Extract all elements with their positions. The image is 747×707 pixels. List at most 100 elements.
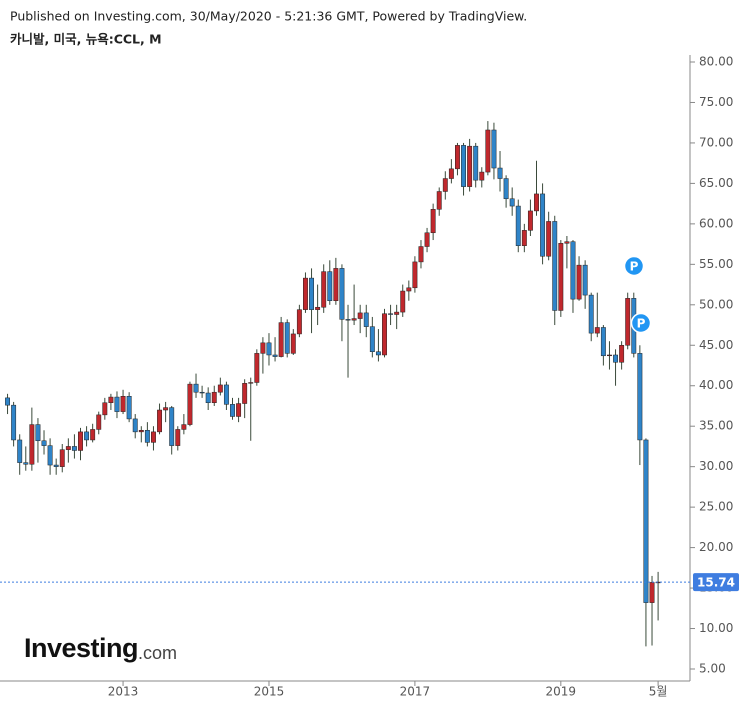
- candle-body: [242, 383, 248, 404]
- y-tick-label: 35.00: [699, 419, 733, 433]
- published-note: Published on Investing.com, 30/May/2020 …: [10, 9, 527, 24]
- candle-body: [436, 191, 442, 210]
- candle-body: [193, 383, 199, 393]
- candle-body: [643, 439, 649, 603]
- candle-body: [315, 306, 321, 310]
- candle-body: [527, 210, 533, 231]
- y-tick-label: 30.00: [699, 459, 733, 473]
- candle-body: [430, 209, 436, 234]
- candle-body: [619, 345, 625, 363]
- candle-body: [339, 268, 345, 320]
- candle-body: [442, 178, 448, 192]
- candle-body: [266, 342, 272, 356]
- candle-body: [461, 145, 466, 187]
- candle-body: [613, 354, 618, 363]
- candle-body: [515, 205, 521, 246]
- candle-body: [41, 440, 47, 446]
- candle-body: [205, 392, 211, 403]
- x-tick-label: 5월: [649, 685, 668, 699]
- candle-body: [649, 582, 655, 603]
- x-tick-label: 2017: [400, 685, 431, 699]
- candle-body: [47, 445, 53, 466]
- candle-body: [211, 391, 217, 403]
- candle-body: [254, 353, 260, 383]
- candle-body: [102, 402, 108, 416]
- candle-body: [11, 404, 17, 441]
- candle-body: [223, 384, 229, 405]
- y-tick-label: 55.00: [699, 257, 733, 271]
- candle-body: [278, 322, 284, 357]
- candle-body: [108, 396, 114, 403]
- candle-body: [600, 327, 606, 357]
- candle-body: [248, 382, 254, 384]
- candle-body: [84, 431, 90, 441]
- candle-body: [546, 221, 552, 257]
- candle-body: [424, 232, 430, 247]
- logo-suffix: .com: [138, 643, 177, 663]
- candle-body: [163, 407, 169, 411]
- candle-body: [388, 313, 394, 315]
- candle-body: [284, 322, 290, 354]
- candle-body: [491, 129, 497, 169]
- candle-body: [448, 168, 454, 179]
- candle-body: [199, 391, 205, 394]
- candle-body: [303, 277, 308, 310]
- candle-body: [540, 193, 546, 257]
- candle-body: [594, 327, 600, 334]
- last-price-label: 15.74: [697, 576, 735, 590]
- candle-body: [114, 396, 120, 412]
- candle-body: [260, 342, 266, 354]
- candle-body: [157, 409, 162, 433]
- candle-body: [78, 431, 83, 451]
- y-tick-label: 10.00: [699, 621, 733, 635]
- candle-body: [357, 312, 363, 319]
- p-marker-label: P: [630, 260, 639, 274]
- y-tick-label: 65.00: [699, 176, 733, 190]
- y-tick-label: 40.00: [699, 378, 733, 392]
- candle-body: [412, 261, 418, 289]
- candle-body: [382, 313, 387, 356]
- candle-body: [126, 396, 132, 420]
- symbol-title: 카니발, 미국, 뉴욕:CCL, M: [10, 32, 162, 47]
- candle-body: [23, 462, 29, 465]
- candle-body: [363, 312, 369, 327]
- candle-body: [175, 429, 181, 446]
- y-tick-label: 20.00: [699, 540, 733, 554]
- candle-body: [570, 241, 576, 300]
- candle-body: [65, 446, 71, 450]
- candle-body: [394, 311, 400, 315]
- x-tick-label: 2015: [254, 685, 285, 699]
- candle-body: [230, 404, 235, 417]
- candle-body: [132, 418, 138, 433]
- candle-body: [558, 243, 564, 311]
- candle-body: [479, 171, 485, 181]
- candle-body: [369, 326, 375, 352]
- candle-body: [351, 318, 357, 321]
- p-marker: [630, 312, 652, 334]
- y-tick-label: 75.00: [699, 95, 733, 109]
- candle-body: [333, 268, 339, 302]
- candle-body: [406, 287, 412, 292]
- candle-body: [296, 309, 302, 335]
- candle-body: [321, 271, 327, 308]
- candle-body: [552, 221, 558, 311]
- candle-body: [509, 198, 515, 207]
- candle-body: [485, 129, 491, 173]
- y-tick-label: 5.00: [699, 662, 726, 676]
- candle-body: [217, 384, 223, 393]
- candle-body: [327, 271, 333, 302]
- y-tick-label: 60.00: [699, 216, 733, 230]
- candle-body: [455, 145, 460, 170]
- candle-body: [35, 424, 41, 442]
- candle-body: [272, 354, 278, 357]
- candle-body: [236, 403, 242, 417]
- candle-body: [17, 439, 23, 463]
- candle-body: [120, 396, 126, 412]
- x-tick-label: 2013: [108, 685, 139, 699]
- logo-main: Investing: [24, 633, 138, 663]
- candle-body: [144, 429, 150, 443]
- candle-body: [637, 353, 643, 441]
- candle-body: [503, 178, 509, 200]
